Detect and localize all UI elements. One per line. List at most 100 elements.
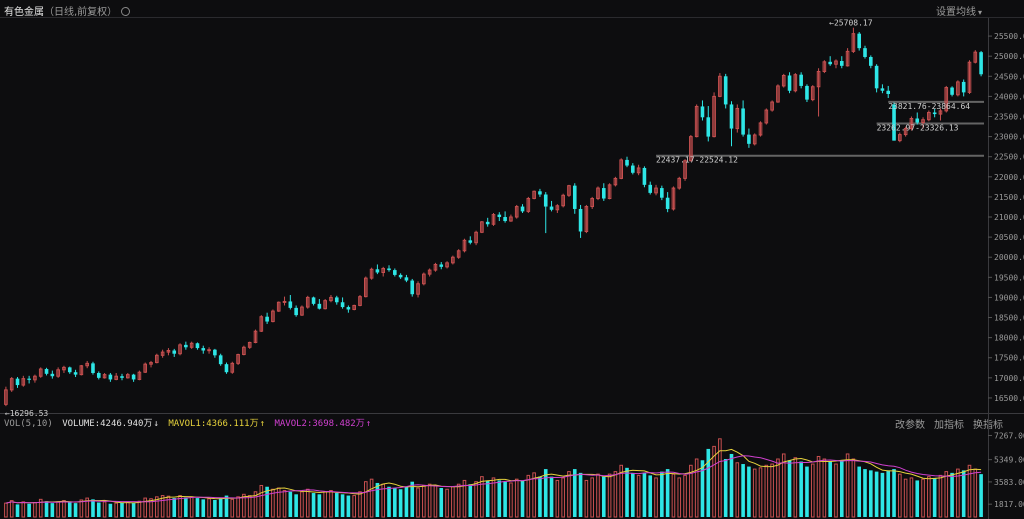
candle-body-up	[677, 177, 682, 189]
candle-body-up	[9, 378, 14, 391]
volume-bar-up	[416, 487, 420, 518]
price-tick-label: 18000.0	[994, 334, 1024, 343]
candle-body-up	[271, 310, 275, 323]
volume-bar-up	[451, 486, 455, 518]
low-price-label: ←16296.53	[5, 409, 49, 418]
volume-bar-up	[38, 498, 43, 518]
settings-icon[interactable]	[121, 7, 131, 16]
candle-body-down	[805, 85, 809, 100]
gap-range-label: 23262.97-23326.13	[877, 123, 959, 132]
candle-body-up	[276, 301, 281, 312]
volume-bar-down	[747, 466, 751, 517]
price-tick-label: 25500.0	[994, 32, 1024, 41]
price-tick-label: 22000.0	[994, 173, 1024, 182]
volume-bar-up	[967, 464, 972, 518]
candle-body-down	[131, 374, 136, 380]
volume-bar-up	[584, 479, 589, 518]
volume-bar-down	[729, 453, 734, 517]
volume-bar-up	[166, 495, 171, 518]
candle-body-up	[126, 374, 130, 379]
volume-bar-up	[561, 477, 565, 518]
price-tick-label: 23500.0	[994, 112, 1024, 121]
volume-bar-up	[427, 483, 432, 518]
volume-bar-up	[143, 497, 148, 518]
volume-bar-down	[224, 495, 229, 517]
candle-body-up	[456, 250, 461, 258]
volume-bar-up	[509, 482, 513, 518]
volume-bar-up	[79, 499, 84, 518]
volume-bar-up	[300, 491, 304, 518]
volume-bar-up	[247, 495, 252, 518]
high-price-label: ←25708.17	[829, 19, 873, 28]
candle-body-up	[143, 363, 148, 373]
volume-bar-up	[491, 477, 496, 518]
volume-bar-up	[973, 468, 978, 518]
candle-body-up	[532, 190, 536, 200]
volume-bar-down	[213, 499, 217, 517]
candle-body-up	[712, 95, 716, 138]
mavol2-value: MAVOL2:3698.482万	[274, 419, 365, 429]
candle-body-up	[433, 263, 438, 271]
price-tick-label: 18500.0	[994, 314, 1024, 323]
candle-body-down	[625, 159, 629, 166]
candle-body-up	[683, 160, 687, 179]
volume-bar-up	[671, 473, 676, 518]
volume-bar-up	[102, 501, 107, 518]
volume-bar-up	[938, 474, 943, 518]
volume-bar-down	[120, 502, 124, 517]
volume-bar-up	[480, 476, 484, 518]
candle-body-up	[236, 354, 240, 364]
candle-body-down	[839, 61, 844, 66]
arrow-up-icon: ↑	[365, 419, 372, 429]
candle-body-up	[764, 109, 769, 124]
candle-body-up	[253, 330, 258, 343]
candle-body-down	[700, 106, 705, 118]
candle-body-down	[96, 373, 101, 378]
volume-bar-down	[915, 480, 920, 517]
volume-bar-up	[126, 501, 130, 518]
candle-body-up	[451, 256, 455, 264]
volume-bar-down	[741, 464, 745, 517]
volume-bar-up	[694, 458, 699, 518]
candle-body-up	[636, 167, 641, 174]
volume-bar-down	[538, 476, 542, 517]
candle-body-down	[393, 270, 397, 275]
candle-body-down	[439, 264, 444, 267]
candle-body-down	[979, 52, 983, 75]
volume-bar-down	[172, 498, 177, 517]
volume-bar-up	[271, 488, 275, 518]
candle-body-up	[21, 378, 26, 386]
volume-bar-down	[44, 501, 49, 517]
candle-body-up	[445, 262, 449, 268]
add-indicator-button[interactable]: 加指标	[934, 420, 964, 431]
volume-bar-down	[932, 477, 937, 517]
ma-settings-button[interactable]: 设置均线 ▾	[936, 3, 982, 18]
candle-body-down	[648, 184, 653, 193]
volume-bar-up	[555, 479, 560, 518]
candle-body-up	[207, 349, 211, 352]
volume-bar-up	[764, 464, 769, 518]
candle-body-down	[874, 65, 879, 89]
candle-body-down	[961, 81, 966, 93]
volume-bar-up	[236, 496, 240, 518]
edit-params-button[interactable]: 改参数	[895, 420, 925, 431]
candle-body-down	[747, 134, 751, 144]
arrow-down-icon: ↓	[153, 419, 159, 429]
candle-body-up	[33, 375, 37, 381]
volume-bar-down	[201, 499, 206, 517]
volume-bar-down	[334, 493, 339, 517]
volume-bar-up	[677, 477, 682, 518]
candle-body-down	[950, 87, 954, 95]
volume-bar-up	[456, 483, 461, 518]
candle-body-up	[422, 273, 426, 285]
volume-bar-down	[700, 460, 705, 517]
volume-indicator-name: VOL(5,10)	[4, 419, 53, 429]
volume-bar-down	[572, 469, 577, 517]
candle-body-up	[358, 296, 362, 306]
volume-bar-down	[520, 480, 525, 517]
volume-bar-down	[195, 498, 200, 517]
candle-body-down	[631, 165, 635, 173]
volume-bar-down	[294, 494, 298, 517]
period-label: （日线,前复权）	[44, 7, 118, 18]
